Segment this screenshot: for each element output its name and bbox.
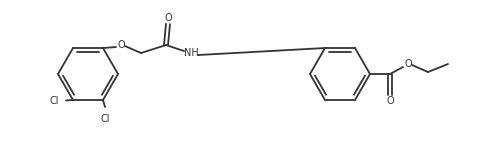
Text: O: O [117, 40, 125, 50]
Text: O: O [403, 59, 411, 69]
Text: O: O [385, 96, 393, 106]
Text: O: O [164, 13, 171, 23]
Text: Cl: Cl [50, 96, 59, 106]
Text: Cl: Cl [100, 114, 110, 124]
Text: NH: NH [183, 48, 198, 58]
